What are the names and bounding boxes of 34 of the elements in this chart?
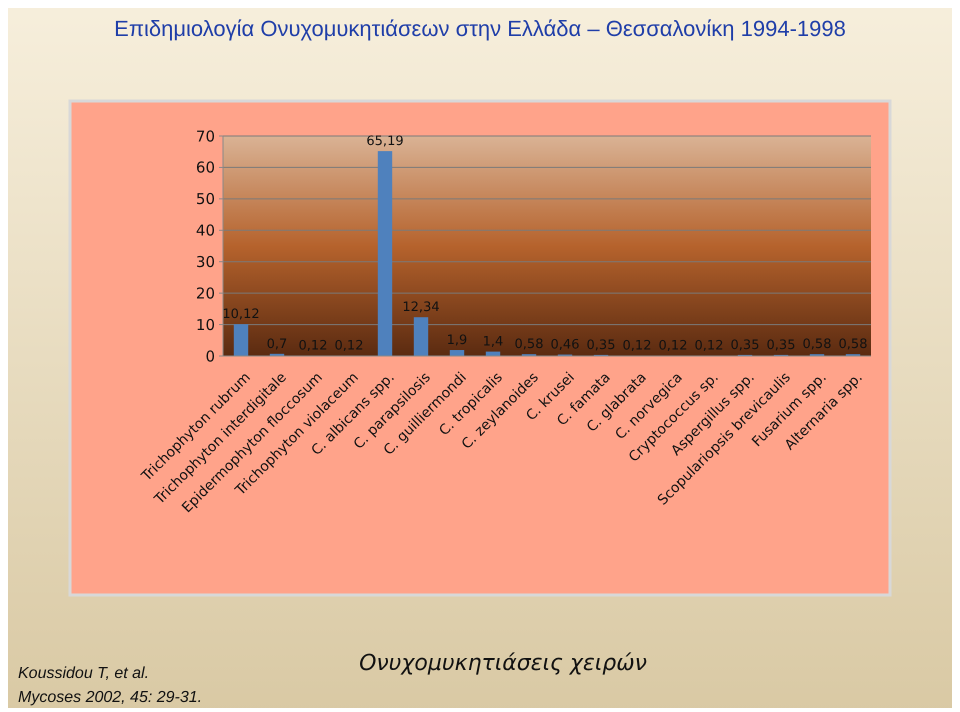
bar [234,324,248,356]
y-tick-label: 20 [196,284,215,302]
data-label: 0,58 [514,337,544,352]
data-label: 0,12 [334,338,364,354]
y-tick-label: 60 [196,158,215,177]
bar [378,151,392,356]
data-label: 12,34 [402,300,440,316]
y-tick-label: 0 [205,347,215,366]
data-label: 0,35 [586,338,616,353]
data-label: 0,58 [838,337,868,352]
bar [414,317,428,356]
data-label: 0,35 [766,338,796,353]
y-tick-label: 10 [196,316,215,334]
data-label: 0,7 [266,336,288,352]
chart-title: Επιδημιολογία Ονυχομυκητιάσεων στην Ελλάδα – Θεσσαλονίκη 1994-1998 [114,16,846,41]
data-label: 0,12 [694,338,724,354]
data-label: 65,19 [366,134,404,150]
data-label: 1,9 [446,333,468,348]
y-tick-label: 70 [196,127,215,146]
y-tick-label: 50 [196,190,215,208]
data-label: 10,12 [222,307,260,322]
y-tick-label: 30 [196,252,215,271]
data-label: 0,58 [802,337,832,352]
text: Ονυχομυκητιάσεις χειρών [359,651,647,676]
bar [450,350,464,356]
text: Koussidou T, et al. [18,665,150,682]
data-label: 1,4 [482,334,504,350]
text: Mycoses 2002, 45: 29-31. [18,689,202,706]
data-label: 0,35 [730,338,760,353]
data-label: 0,12 [298,338,328,354]
data-label: 0,12 [658,338,688,354]
data-label: 0,46 [550,338,580,353]
data-label: 0,12 [622,338,652,354]
y-tick-label: 40 [196,222,215,240]
